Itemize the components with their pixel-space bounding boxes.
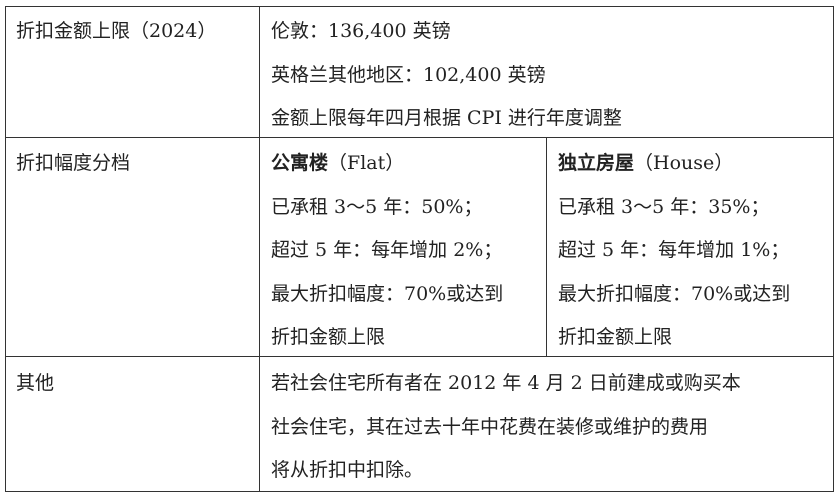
house-line: 最大折扣幅度：70%或达到	[558, 282, 791, 305]
row-divider-1	[5, 137, 834, 138]
other-line: 社会住宅，其在过去十年中花费在装修或维护的费用	[271, 415, 709, 438]
house-line: 超过 5 年：每年增加 1%；	[558, 239, 790, 261]
other-line: 将从折扣中扣除。	[271, 459, 424, 481]
row-label-cap: 折扣金额上限（2024）	[16, 20, 217, 42]
flat-line: 超过 5 年：每年增加 2%；	[271, 239, 503, 261]
other-text: 若社会住宅所有者在 2012 年 4 月 2 日前建成或购买本 社会住宅，其在过…	[271, 362, 741, 493]
house-line: 已承租 3～5 年：35%；	[558, 195, 770, 218]
row-label-tiers: 折扣幅度分档	[16, 152, 131, 174]
cap-note: 金额上限每年四月根据 CPI 进行年度调整	[271, 107, 622, 129]
house-tiers: 独立房屋（House） 已承租 3～5 年：35%； 超过 5 年：每年增加 1…	[558, 142, 790, 360]
row-label-other: 其他	[16, 372, 55, 394]
other-line: 若社会住宅所有者在 2012 年 4 月 2 日前建成或购买本	[271, 372, 741, 394]
table-border-top	[5, 6, 834, 7]
table-border-right	[833, 6, 834, 492]
flat-house-divider	[546, 137, 547, 356]
flat-line: 最大折扣幅度：70%或达到	[271, 282, 504, 305]
house-line: 折扣金额上限	[558, 326, 673, 348]
column-divider	[259, 6, 260, 492]
flat-line: 已承租 3～5 年：50%；	[271, 195, 483, 218]
table-border-left	[5, 6, 6, 492]
cap-london: 伦敦：136,400 英镑	[271, 20, 451, 42]
cap-england: 英格兰其他地区：102,400 英镑	[271, 63, 546, 86]
table-border-bottom	[5, 491, 834, 492]
row-divider-2	[5, 356, 834, 357]
flat-title: 公寓楼（Flat）	[271, 152, 405, 174]
cap-values: 伦敦：136,400 英镑 英格兰其他地区：102,400 英镑 金额上限每年四…	[271, 10, 622, 141]
house-title: 独立房屋（House）	[558, 152, 734, 174]
flat-line: 折扣金额上限	[271, 326, 386, 348]
flat-tiers: 公寓楼（Flat） 已承租 3～5 年：50%； 超过 5 年：每年增加 2%；…	[271, 142, 503, 360]
